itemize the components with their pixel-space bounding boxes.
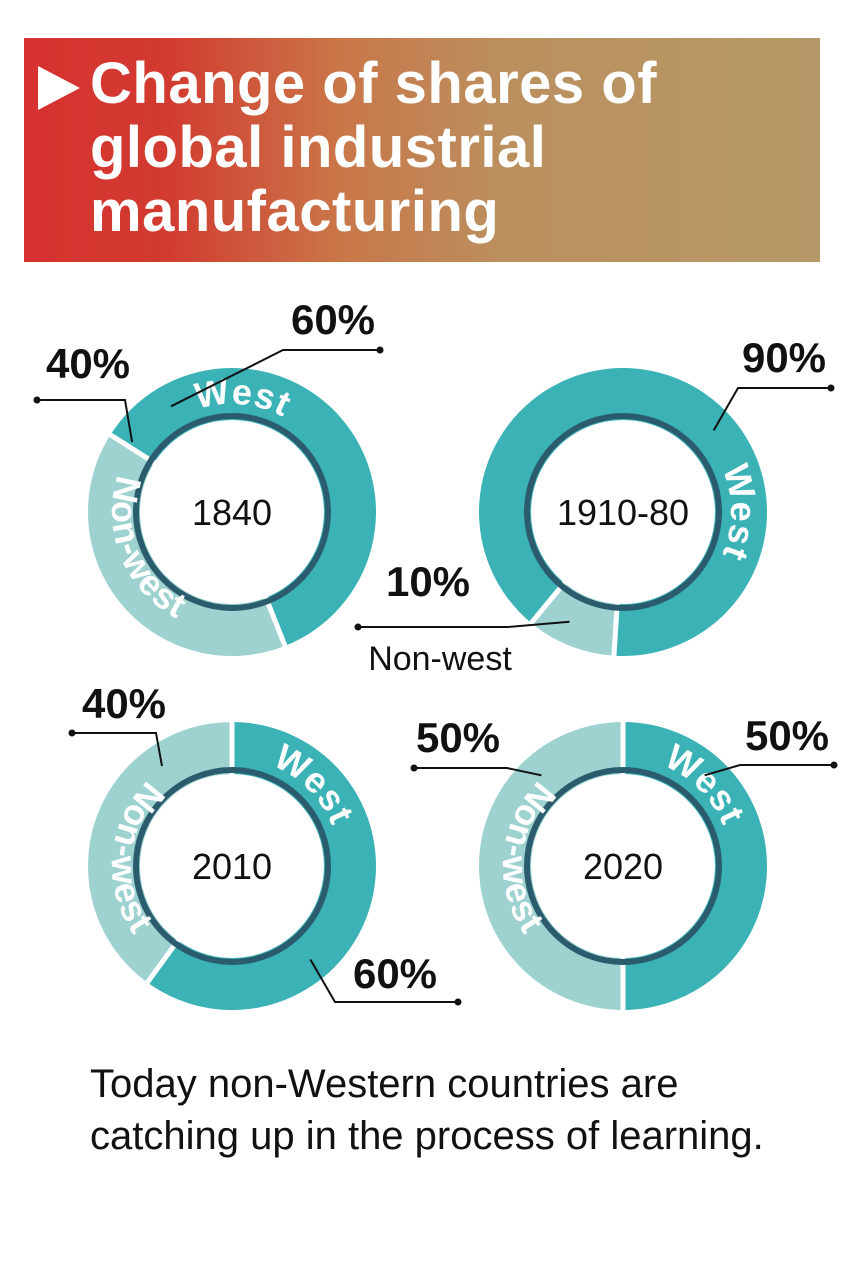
callout-leader-line: [358, 620, 570, 628]
callout-dot: [830, 761, 838, 769]
callout-dot: [410, 764, 418, 772]
data-label-non-west: 50%: [416, 714, 500, 761]
data-label-west: 90%: [742, 334, 826, 381]
callout-dot: [68, 729, 76, 737]
donut-hole: [531, 774, 715, 958]
data-label-non-west: 40%: [46, 340, 130, 387]
callout-leader-line: [37, 399, 134, 443]
data-label-non-west: 40%: [82, 680, 166, 727]
chart-title: Change of shares of global industrial ma…: [90, 51, 658, 244]
inner-ring: [524, 413, 722, 611]
callout-leader-line: [704, 764, 834, 777]
center-year-label: 1840: [192, 492, 272, 533]
segment-label-non-west: Non-west: [368, 640, 512, 678]
data-label-west: 60%: [291, 296, 375, 343]
callout-dot: [354, 623, 362, 631]
center-year-label: 2010: [192, 846, 272, 887]
play-arrow-icon: [38, 66, 80, 110]
inner-ring: [133, 767, 331, 965]
callout-leader-line: [170, 349, 380, 408]
callout-dot: [827, 384, 835, 392]
donut-hole: [140, 420, 324, 604]
center-year-label: 1910-80: [557, 492, 689, 533]
title-banner: Change of shares of global industrial ma…: [24, 38, 820, 262]
callout-leader-line: [414, 767, 542, 777]
donut-hole: [140, 774, 324, 958]
callout-dot: [33, 396, 41, 404]
callout-dot: [454, 998, 462, 1006]
callout-leader-line: [72, 732, 163, 767]
callout-leader-line: [309, 958, 458, 1003]
center-year-label: 2020: [583, 846, 663, 887]
data-label-non-west: 10%: [386, 558, 470, 605]
donut-hole: [531, 420, 715, 604]
callout-dot: [376, 346, 384, 354]
footnote: Today non-Western countries are catching…: [90, 1062, 764, 1158]
callout-leader-line: [712, 387, 831, 431]
data-label-west: 50%: [745, 712, 829, 759]
inner-ring: [524, 767, 722, 965]
inner-ring: [133, 413, 331, 611]
data-label-west: 60%: [353, 950, 437, 997]
